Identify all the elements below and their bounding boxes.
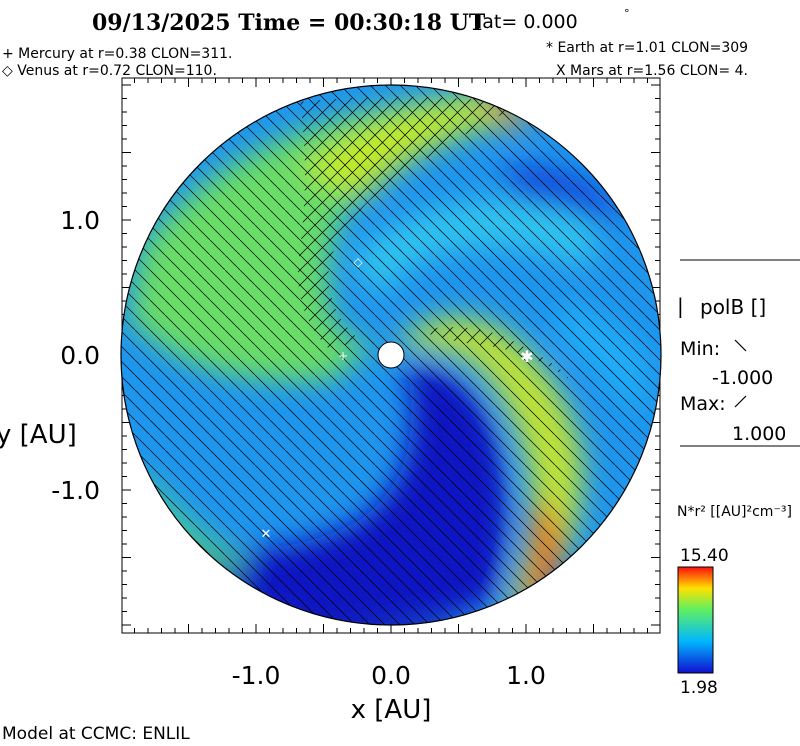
inner-boundary-sun	[377, 341, 405, 369]
mars-legend: X Mars at r=1.56 CLON= 4.	[556, 63, 748, 79]
polarity-min-value: -1.000	[712, 367, 773, 389]
colorbar-max-label: 15.40	[680, 546, 729, 566]
polarity-bar-glyph: |	[677, 294, 684, 318]
x-tick-label: -1.0	[232, 661, 281, 690]
hatch-positive-polarity-east	[420, 327, 570, 380]
y-tick-label: -1.0	[51, 476, 100, 505]
y-tick-labels: 1.0 0.0 -1.0	[51, 206, 100, 505]
heatmap-boundary	[120, 84, 662, 626]
polarity-max-value: 1.000	[732, 423, 786, 445]
polarity-min-hatch-sample	[734, 339, 747, 352]
mars-marker: ✕	[261, 527, 272, 542]
polarity-min-label: Min:	[680, 338, 720, 360]
degree-symbol: °	[624, 7, 630, 20]
colorbar	[677, 566, 714, 674]
colorbar-quantity-label: N*r² [[AU]²cm⁻³]	[677, 504, 792, 520]
x-tick-label: 0.0	[371, 661, 411, 690]
y-tick-label: 1.0	[60, 206, 100, 235]
hatch-positive-polarity-north	[298, 96, 520, 351]
polarity-label: polB []	[700, 295, 766, 319]
x-tick-label: 1.0	[506, 661, 546, 690]
plot-title: 09/13/2025 Time = 00:30:18 UT	[92, 10, 486, 36]
density-heatmap	[120, 84, 662, 626]
polarity-max-label: Max:	[680, 393, 726, 415]
venus-marker: ◇	[353, 255, 363, 269]
venus-legend: ◇ Venus at r=0.72 CLON=110.	[2, 63, 217, 79]
model-credit: Model at CCMC: ENLIL	[2, 724, 190, 744]
latitude-label: lat= 0.000	[477, 11, 578, 33]
earth-marker: ✱	[520, 347, 533, 366]
x-tick-labels: -1.0 0.0 1.0	[232, 661, 546, 690]
y-tick-label: 0.0	[60, 341, 100, 370]
earth-legend: * Earth at r=1.01 CLON=309	[546, 40, 748, 56]
mercury-legend: + Mercury at r=0.38 CLON=311.	[2, 46, 232, 62]
mercury-marker: +	[338, 349, 348, 363]
polarity-max-hatch-sample	[734, 395, 747, 408]
x-axis-title: x [AU]	[351, 695, 432, 725]
colorbar-min-label: 1.98	[680, 678, 718, 698]
planet-markers: + ◇ ✱ ✕	[261, 255, 534, 542]
y-axis-title: y [AU]	[0, 420, 77, 450]
